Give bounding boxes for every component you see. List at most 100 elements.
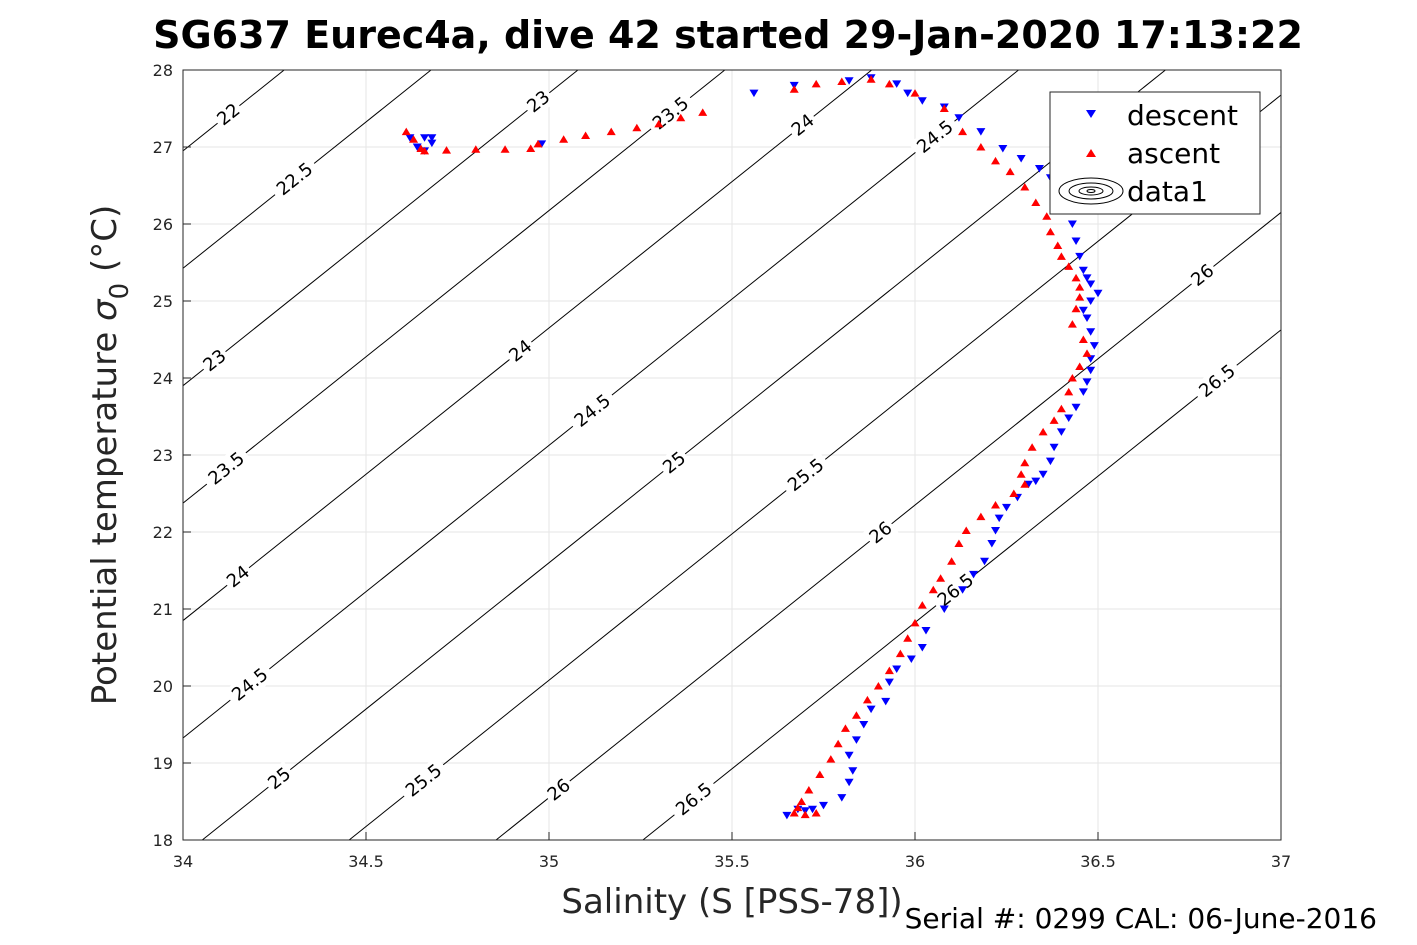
contour-label-bg: [397, 756, 451, 805]
y-axis-label-unit: (°C): [85, 205, 125, 283]
ascent-point: [789, 85, 799, 93]
ascent-point: [1075, 362, 1085, 370]
descent-point: [958, 586, 968, 594]
descent-point: [1078, 266, 1088, 275]
ascent-point: [811, 79, 821, 88]
contour-label-bg: [261, 761, 298, 796]
ascent-point: [958, 127, 968, 136]
ascent-point: [698, 108, 708, 116]
contour-label-bg: [779, 450, 833, 500]
descent-point: [892, 665, 902, 674]
ascent-point: [1071, 304, 1081, 313]
ascent-point: [1053, 241, 1063, 250]
ascent-point: [804, 785, 814, 794]
ascent-point: [793, 803, 803, 812]
descent-point: [1086, 366, 1096, 375]
ascent-point: [917, 601, 927, 609]
x-axis-label: Salinity (S [PSS-78]): [561, 882, 902, 922]
contour-label-bg: [862, 515, 899, 550]
descent-point: [969, 570, 979, 579]
ascent-point: [939, 104, 949, 112]
descent-point: [892, 80, 902, 88]
legend-ascent-label: ascent: [1127, 137, 1220, 170]
y-axis-label-subscript: 0: [105, 283, 135, 300]
y-tick-label: 20: [153, 677, 173, 696]
descent-point: [1064, 414, 1074, 423]
descent-point: [844, 778, 854, 787]
ascent-point: [910, 89, 920, 97]
ascent-series: [401, 75, 1092, 819]
x-tick-label: 34.5: [348, 852, 384, 871]
descent-point: [987, 540, 997, 548]
descent-point: [1086, 355, 1096, 363]
serial-cal-footer: Serial #: 0299 CAL: 06-June-2016: [905, 902, 1377, 935]
ascent-point: [837, 77, 847, 86]
ascent-point: [401, 127, 411, 136]
y-axis-label-sigma: σ: [85, 298, 125, 321]
descent-point: [954, 114, 964, 122]
ascent-point: [928, 585, 938, 594]
y-tick-label: 19: [153, 754, 173, 773]
descent-point: [844, 77, 854, 85]
descent-point: [939, 605, 949, 613]
descent-point: [420, 134, 430, 142]
descent-point: [1056, 428, 1066, 436]
descent-point: [991, 526, 1001, 535]
ascent-point: [1064, 262, 1074, 270]
ascent-point: [862, 695, 872, 704]
chart-title: SG637 Eurec4a, dive 42 started 29-Jan-20…: [153, 13, 1303, 57]
descent-point: [1049, 443, 1059, 452]
descent-point: [1071, 403, 1081, 412]
descent-point: [921, 627, 931, 635]
ascent-point: [884, 666, 894, 675]
isopycnal-line: [182, 69, 726, 504]
ascent-point: [559, 135, 569, 143]
contour-label-bg: [566, 386, 619, 435]
ascent-point: [654, 119, 664, 128]
ascent-point: [895, 649, 905, 658]
contour-label-bg: [196, 343, 233, 378]
descent-point: [412, 143, 422, 151]
descent-point: [1031, 477, 1041, 486]
descent-point: [881, 697, 891, 706]
legend-descent-label: descent: [1127, 99, 1238, 132]
ascent-point: [500, 145, 510, 153]
ascent-point: [420, 146, 430, 155]
ascent-point: [471, 145, 481, 153]
descent-point: [859, 721, 869, 729]
y-tick-label: 23: [153, 446, 173, 465]
ascent-point: [1078, 335, 1088, 343]
ascent-point: [903, 634, 913, 642]
ascent-point: [1064, 387, 1074, 396]
ascent-point: [1082, 349, 1092, 357]
y-tick-label: 25: [153, 292, 173, 311]
x-tick-label: 36.5: [1080, 852, 1116, 871]
contour-label-bg: [784, 107, 821, 143]
descent-point: [980, 557, 990, 566]
descent-point: [1086, 297, 1096, 305]
descent-point: [1078, 306, 1088, 315]
contour-label-bg: [541, 772, 577, 808]
ascent-point: [1038, 427, 1048, 436]
ascent-point: [533, 139, 543, 148]
y-tick-label: 27: [153, 138, 173, 157]
ascent-point: [1020, 480, 1030, 488]
ascent-point: [910, 618, 920, 627]
descent-point: [427, 134, 437, 142]
descent-point: [903, 89, 913, 98]
contour-label-bg: [929, 565, 982, 615]
y-axis-ticks: 18 19 20 21 22 23 24 25 26 27 28: [153, 61, 191, 850]
ascent-point: [1075, 283, 1085, 291]
ascent-point: [873, 682, 883, 690]
ascent-point: [526, 144, 536, 153]
descent-point: [844, 751, 854, 760]
y-tick-label: 21: [153, 600, 173, 619]
descent-point: [848, 767, 858, 775]
contour-label-bg: [1184, 257, 1221, 293]
ascent-point: [1016, 470, 1026, 478]
ascent-point: [1045, 227, 1055, 236]
descent-point: [906, 655, 916, 664]
descent-point: [1002, 503, 1011, 512]
legend-data1-label: data1: [1127, 175, 1208, 208]
